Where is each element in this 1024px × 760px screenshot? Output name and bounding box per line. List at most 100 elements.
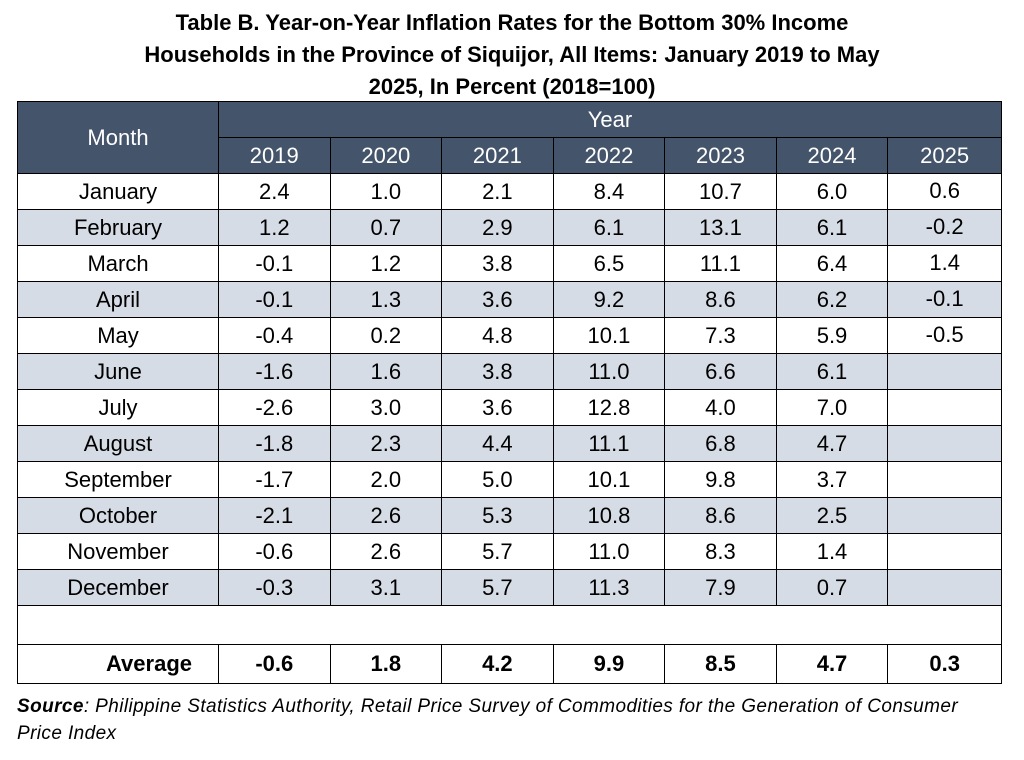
value-cell: -2.6 — [218, 389, 331, 426]
value-cell: -0.2 — [887, 209, 1002, 246]
value-cell: 5.7 — [441, 533, 554, 570]
value-cell — [887, 425, 1002, 462]
value-cell — [887, 569, 1002, 606]
value-cell: 8.4 — [552, 173, 666, 210]
table-row: June -1.6 1.6 3.8 11.0 6.6 6.1 — [17, 353, 1002, 390]
table-row: August -1.8 2.3 4.4 11.1 6.8 4.7 — [17, 425, 1002, 462]
value-cell: 5.7 — [441, 569, 554, 606]
year-column-header: 2025 — [887, 137, 1002, 174]
table-row: March -0.1 1.2 3.8 6.5 11.1 6.4 1.4 — [17, 245, 1002, 282]
average-value-cell: 0.3 — [887, 644, 1002, 684]
value-cell — [887, 389, 1002, 426]
table-row: October -2.1 2.6 5.3 10.8 8.6 2.5 — [17, 497, 1002, 534]
value-cell: 0.6 — [887, 173, 1002, 210]
value-cell: 6.1 — [775, 209, 889, 246]
average-value-cell: 8.5 — [664, 644, 777, 684]
value-cell: 5.0 — [441, 461, 554, 498]
value-cell: 10.1 — [552, 317, 666, 354]
value-cell: 0.7 — [329, 209, 443, 246]
month-cell: August — [17, 425, 219, 462]
table-row: January 2.4 1.0 2.1 8.4 10.7 6.0 0.6 — [17, 173, 1002, 210]
spacer-cell — [17, 605, 1002, 645]
table-title: Table B. Year-on-Year Inflation Rates fo… — [0, 7, 1024, 103]
value-cell: 0.7 — [775, 569, 889, 606]
average-value-cell: 4.7 — [775, 644, 889, 684]
value-cell: -0.1 — [218, 281, 331, 318]
value-cell: 6.2 — [775, 281, 889, 318]
inflation-table: Month Year 2019 2020 2021 2022 2023 2024… — [17, 101, 1002, 684]
month-cell: October — [17, 497, 219, 534]
average-value-cell: 1.8 — [329, 644, 443, 684]
value-cell: 6.4 — [775, 245, 889, 282]
value-cell: 2.3 — [329, 425, 443, 462]
year-group-header: Year — [218, 101, 1002, 138]
value-cell: 6.5 — [552, 245, 666, 282]
value-cell: -1.7 — [218, 461, 331, 498]
month-cell: May — [17, 317, 219, 354]
value-cell: 10.8 — [552, 497, 666, 534]
year-column-header: 2019 — [218, 137, 331, 174]
value-cell: 2.9 — [441, 209, 554, 246]
value-cell: 6.0 — [775, 173, 889, 210]
value-cell: 11.1 — [664, 245, 777, 282]
value-cell: 1.4 — [775, 533, 889, 570]
month-cell: June — [17, 353, 219, 390]
value-cell: 6.1 — [775, 353, 889, 390]
average-value-cell: 9.9 — [552, 644, 666, 684]
month-column-header: Month — [17, 101, 219, 174]
table-row: February 1.2 0.7 2.9 6.1 13.1 6.1 -0.2 — [17, 209, 1002, 246]
value-cell: 5.3 — [441, 497, 554, 534]
value-cell: -0.4 — [218, 317, 331, 354]
value-cell: 2.6 — [329, 497, 443, 534]
value-cell: 6.1 — [552, 209, 666, 246]
value-cell — [887, 353, 1002, 390]
spacer-row — [17, 605, 1002, 645]
value-cell — [887, 461, 1002, 498]
month-cell: July — [17, 389, 219, 426]
value-cell: 1.4 — [887, 245, 1002, 282]
value-cell: 4.8 — [441, 317, 554, 354]
value-cell: 6.6 — [664, 353, 777, 390]
value-cell: -0.1 — [218, 245, 331, 282]
table-row: September -1.7 2.0 5.0 10.1 9.8 3.7 — [17, 461, 1002, 498]
value-cell: 6.8 — [664, 425, 777, 462]
month-cell: December — [17, 569, 219, 606]
value-cell: 3.8 — [441, 353, 554, 390]
value-cell: 7.9 — [664, 569, 777, 606]
value-cell: -0.5 — [887, 317, 1002, 354]
value-cell: 5.9 — [775, 317, 889, 354]
value-cell: 4.4 — [441, 425, 554, 462]
value-cell: 13.1 — [664, 209, 777, 246]
value-cell: 11.0 — [552, 533, 666, 570]
source-label: Source — [17, 696, 84, 717]
value-cell: -2.1 — [218, 497, 331, 534]
month-cell: January — [17, 173, 219, 210]
value-cell: 12.8 — [552, 389, 666, 426]
value-cell: 0.2 — [329, 317, 443, 354]
month-cell: February — [17, 209, 219, 246]
value-cell: 8.6 — [664, 281, 777, 318]
value-cell: 11.1 — [552, 425, 666, 462]
value-cell: 1.0 — [329, 173, 443, 210]
value-cell: 11.3 — [552, 569, 666, 606]
value-cell: -1.6 — [218, 353, 331, 390]
value-cell: 3.7 — [775, 461, 889, 498]
table-title-line: Households in the Province of Siquijor, … — [144, 42, 880, 67]
value-cell: -1.8 — [218, 425, 331, 462]
value-cell: 3.1 — [329, 569, 443, 606]
month-cell: September — [17, 461, 219, 498]
value-cell: 10.1 — [552, 461, 666, 498]
average-value-cell: 4.2 — [441, 644, 554, 684]
value-cell: 2.5 — [775, 497, 889, 534]
value-cell: 9.8 — [664, 461, 777, 498]
value-cell: 3.6 — [441, 389, 554, 426]
value-cell: 2.0 — [329, 461, 443, 498]
table-row: May -0.4 0.2 4.8 10.1 7.3 5.9 -0.5 — [17, 317, 1002, 354]
table-title-line: 2025, In Percent (2018=100) — [368, 74, 656, 99]
value-cell: 10.7 — [664, 173, 777, 210]
average-label: Average — [17, 644, 219, 684]
value-cell: -0.1 — [887, 281, 1002, 318]
table-row: July -2.6 3.0 3.6 12.8 4.0 7.0 — [17, 389, 1002, 426]
value-cell: 1.2 — [329, 245, 443, 282]
table-row: November -0.6 2.6 5.7 11.0 8.3 1.4 — [17, 533, 1002, 570]
